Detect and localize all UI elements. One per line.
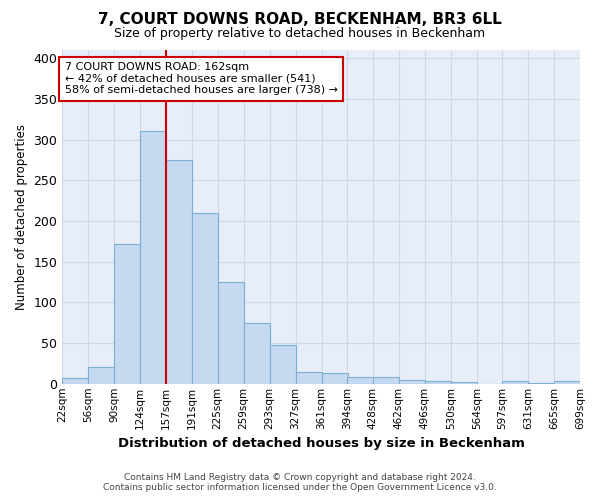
Bar — [296, 372, 322, 384]
Bar — [347, 378, 373, 384]
Bar — [166, 160, 191, 384]
Bar — [502, 382, 528, 384]
Bar — [191, 213, 218, 384]
Bar — [451, 382, 477, 384]
Bar — [88, 368, 114, 384]
Bar — [425, 382, 451, 384]
Text: 7 COURT DOWNS ROAD: 162sqm
← 42% of detached houses are smaller (541)
58% of sem: 7 COURT DOWNS ROAD: 162sqm ← 42% of deta… — [65, 62, 338, 96]
Bar — [244, 322, 269, 384]
Bar — [140, 132, 166, 384]
Bar — [62, 378, 88, 384]
Bar — [218, 282, 244, 384]
Bar — [373, 378, 399, 384]
Text: Contains HM Land Registry data © Crown copyright and database right 2024.
Contai: Contains HM Land Registry data © Crown c… — [103, 473, 497, 492]
Bar — [528, 383, 554, 384]
Bar — [269, 344, 296, 384]
Bar — [399, 380, 425, 384]
Bar — [114, 244, 140, 384]
Text: 7, COURT DOWNS ROAD, BECKENHAM, BR3 6LL: 7, COURT DOWNS ROAD, BECKENHAM, BR3 6LL — [98, 12, 502, 28]
X-axis label: Distribution of detached houses by size in Beckenham: Distribution of detached houses by size … — [118, 437, 524, 450]
Y-axis label: Number of detached properties: Number of detached properties — [15, 124, 28, 310]
Text: Size of property relative to detached houses in Beckenham: Size of property relative to detached ho… — [115, 28, 485, 40]
Bar — [554, 380, 580, 384]
Bar — [322, 373, 347, 384]
